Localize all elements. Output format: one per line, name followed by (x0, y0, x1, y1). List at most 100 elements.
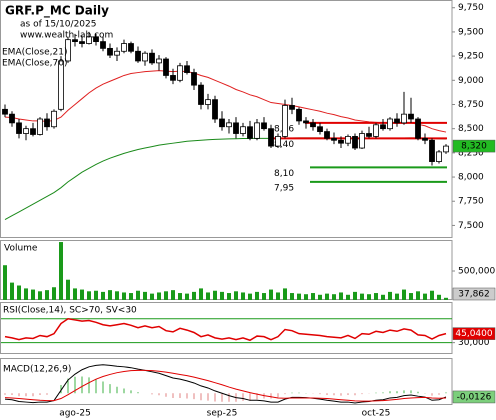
volume-bar (318, 294, 322, 300)
candle-body (275, 136, 281, 147)
volume-bar (388, 291, 392, 300)
volume-bar (17, 285, 21, 300)
candle-body (366, 133, 372, 137)
panel-frame (0, 240, 453, 300)
annotation: www.wealth-lab.com (20, 31, 113, 41)
candle-body (247, 126, 253, 139)
subtitle: as of 15/10/2025 (20, 20, 96, 30)
volume-bar (255, 291, 259, 300)
candle-body (317, 126, 323, 132)
macd-line (4, 369, 447, 402)
candle-body (212, 99, 218, 120)
y-tick-label: 500,000 (458, 267, 495, 277)
candle-body (338, 139, 344, 144)
candle-body (296, 108, 302, 122)
candle-body (156, 58, 162, 64)
candle-body (254, 122, 260, 139)
volume-bar (241, 292, 245, 300)
candle-body (261, 122, 267, 130)
rsi-line (4, 317, 447, 342)
candle-body (205, 99, 211, 105)
volume-bar (143, 291, 147, 300)
candle-body (408, 113, 414, 120)
volume-bar (87, 291, 91, 300)
volume-bar (381, 294, 385, 300)
volume-bar (45, 290, 49, 300)
volume-bar (395, 293, 399, 300)
candle-body (415, 118, 421, 139)
volume-bar (269, 289, 273, 300)
volume-bar (227, 293, 231, 300)
volume-bar (262, 293, 266, 300)
candle-body (72, 39, 78, 43)
candle-body (226, 122, 232, 128)
volume-bar (276, 292, 280, 300)
volume-bar (402, 289, 406, 300)
candle-body (394, 118, 400, 124)
candle-body (443, 145, 449, 153)
volume-bar (248, 293, 252, 300)
volume-bar (437, 294, 441, 300)
candle-body (121, 43, 127, 52)
volume-bar (129, 293, 133, 300)
y-tick-label: 7,500 (458, 221, 484, 231)
y-tick-label: 9,500 (458, 27, 484, 37)
last-value-label: 45,0400 (455, 329, 492, 339)
volume-bar (311, 293, 315, 300)
volume-bar (444, 297, 448, 300)
candle-body (2, 108, 8, 115)
candle-body (100, 41, 106, 49)
x-tick-label: oct-25 (362, 409, 391, 419)
candle-body (233, 122, 239, 134)
candle-body (373, 124, 379, 137)
volume-bar (213, 290, 217, 300)
volume-bar (325, 293, 329, 300)
candle-body (184, 65, 190, 73)
candle-body (282, 105, 288, 137)
candle-body (107, 47, 113, 56)
level-label: 8,10 (274, 169, 294, 179)
volume-bar (52, 287, 56, 300)
y-tick-label: 8,000 (458, 173, 484, 183)
volume-bar (430, 290, 434, 300)
volume-bar (108, 290, 112, 300)
volume-bar (94, 290, 98, 300)
y-tick-label: 8,500 (458, 124, 484, 134)
volume-bar (80, 289, 84, 300)
candle-body (289, 105, 295, 110)
candle-body (170, 75, 176, 81)
x-tick-label: ago-25 (59, 409, 91, 419)
volume-bar (157, 292, 161, 300)
y-tick-label: 8,250 (458, 148, 484, 158)
volume-bar (206, 292, 210, 300)
candle-body (142, 52, 148, 62)
y-tick-label: 9,000 (458, 76, 484, 86)
panel-frame (0, 358, 453, 405)
volume-bar (178, 293, 182, 300)
level-label: 8,40 (274, 140, 294, 150)
candle-body (240, 126, 246, 134)
panel-title: MACD(12,26,9) (3, 365, 71, 375)
volume-bar (136, 290, 140, 300)
y-tick-label: 9,250 (458, 52, 484, 62)
candle-body (135, 50, 141, 62)
volume-bar (101, 291, 105, 300)
volume-bar (171, 290, 175, 300)
candle-body (268, 128, 274, 147)
legend-entry: EMA(Close,21) (2, 48, 67, 58)
volume-bar (416, 291, 420, 300)
last-value-box (452, 139, 496, 153)
candle-body (401, 113, 407, 124)
volume-bar (234, 291, 238, 300)
legend-entry: EMA(Close,70) (2, 59, 67, 69)
candle-body (324, 131, 330, 139)
chart-title: GRF.P_MC Daily (5, 4, 109, 19)
candle-body (352, 136, 358, 149)
candle-body (93, 36, 99, 43)
y-tick-label: 7,750 (458, 197, 484, 207)
candle-body (37, 118, 43, 135)
candle-body (9, 113, 15, 124)
candle-body (128, 43, 134, 52)
panel-frame (0, 302, 453, 354)
